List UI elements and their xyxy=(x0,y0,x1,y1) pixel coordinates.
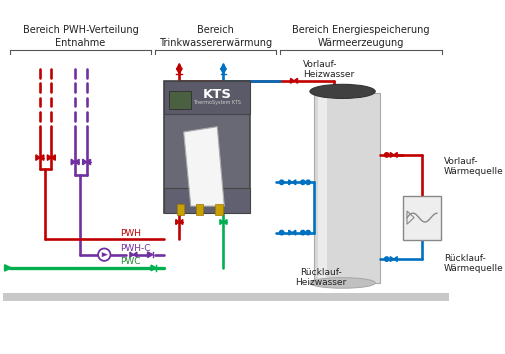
Polygon shape xyxy=(292,180,295,185)
Bar xyxy=(164,188,249,213)
Polygon shape xyxy=(220,64,226,69)
Polygon shape xyxy=(389,153,393,158)
Bar xyxy=(176,204,183,215)
Bar xyxy=(215,204,222,215)
Bar xyxy=(164,81,249,213)
Text: Rücklauf-
Wärmequelle: Rücklauf- Wärmequelle xyxy=(443,254,503,273)
Text: Bereich
Trinkwassererwärmung: Bereich Trinkwassererwärmung xyxy=(159,25,272,48)
Polygon shape xyxy=(36,155,40,160)
Text: Vorlauf-
Heizwasser: Vorlauf- Heizwasser xyxy=(302,59,354,79)
Polygon shape xyxy=(102,252,108,257)
Bar xyxy=(164,81,249,114)
Polygon shape xyxy=(5,265,12,271)
Circle shape xyxy=(300,230,305,235)
Text: Vorlauf-
Wärmequelle: Vorlauf- Wärmequelle xyxy=(443,157,503,176)
Polygon shape xyxy=(40,155,44,160)
Polygon shape xyxy=(176,64,182,69)
Text: KTS: KTS xyxy=(203,87,231,101)
Polygon shape xyxy=(288,180,292,185)
Text: Bereich Energiespeicherung
Wärmeerzeugung: Bereich Energiespeicherung Wärmeerzeugun… xyxy=(292,25,429,48)
Polygon shape xyxy=(133,252,137,257)
Polygon shape xyxy=(290,78,293,83)
Bar xyxy=(317,93,326,283)
Polygon shape xyxy=(292,230,295,235)
Circle shape xyxy=(279,230,283,235)
Polygon shape xyxy=(82,159,86,165)
Polygon shape xyxy=(293,78,297,83)
Bar xyxy=(402,195,440,240)
Text: PWC: PWC xyxy=(120,257,140,266)
Polygon shape xyxy=(176,68,182,74)
Bar xyxy=(168,91,190,109)
Polygon shape xyxy=(179,219,182,224)
Ellipse shape xyxy=(309,278,375,288)
Polygon shape xyxy=(393,153,396,158)
Polygon shape xyxy=(147,252,153,257)
Polygon shape xyxy=(151,265,156,271)
Polygon shape xyxy=(183,127,224,206)
Polygon shape xyxy=(288,230,292,235)
Polygon shape xyxy=(393,257,396,262)
Text: ThermoSystem KTS: ThermoSystem KTS xyxy=(193,101,241,105)
Polygon shape xyxy=(220,68,226,74)
Polygon shape xyxy=(51,155,55,160)
Bar xyxy=(195,204,203,215)
Circle shape xyxy=(98,249,110,261)
Polygon shape xyxy=(220,219,223,224)
Circle shape xyxy=(306,230,310,235)
Circle shape xyxy=(384,257,388,261)
Text: PWH: PWH xyxy=(120,229,141,238)
Ellipse shape xyxy=(309,84,375,98)
Circle shape xyxy=(279,180,283,184)
Text: Rücklauf-
Heizwasser: Rücklauf- Heizwasser xyxy=(294,268,345,287)
Text: PWH-C: PWH-C xyxy=(120,244,150,253)
Polygon shape xyxy=(71,159,75,165)
Polygon shape xyxy=(175,219,179,224)
Circle shape xyxy=(306,180,310,184)
Polygon shape xyxy=(389,257,393,262)
Polygon shape xyxy=(47,155,51,160)
Circle shape xyxy=(300,180,305,184)
Circle shape xyxy=(384,153,388,157)
Polygon shape xyxy=(75,159,79,165)
Polygon shape xyxy=(130,252,133,257)
Polygon shape xyxy=(86,159,90,165)
Text: Bereich PWH-Verteilung
Entnahme: Bereich PWH-Verteilung Entnahme xyxy=(23,25,138,48)
Bar xyxy=(314,93,379,283)
Polygon shape xyxy=(223,219,227,224)
Bar xyxy=(3,293,448,302)
